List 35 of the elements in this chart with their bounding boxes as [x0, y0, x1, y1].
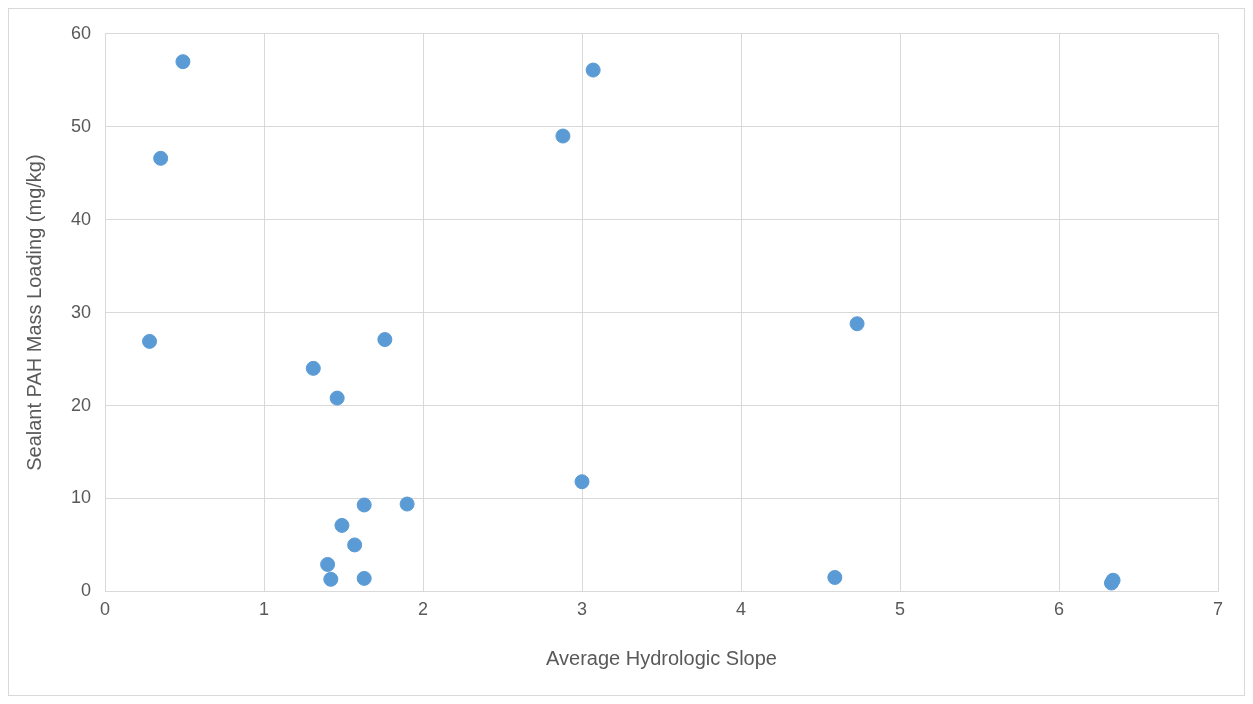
y-tick-label: 20 — [70, 394, 92, 415]
y-axis-title: Sealant PAH Mass Loading (mg/kg) — [22, 154, 45, 471]
point — [356, 497, 372, 513]
x-axis-title: Average Hydrologic Slope — [546, 646, 777, 669]
point — [377, 332, 393, 348]
x-tick-label: 2 — [418, 599, 429, 620]
point — [334, 517, 350, 533]
x-tick-label: 7 — [1212, 599, 1224, 620]
y-tick-label: 50 — [70, 115, 92, 136]
x-tick-label: 1 — [259, 599, 270, 620]
y-tick-label: 40 — [70, 208, 92, 229]
point — [585, 62, 601, 78]
point — [356, 570, 372, 586]
y-tick-label: 60 — [70, 22, 92, 43]
x-tick-label: 6 — [1054, 599, 1065, 620]
point — [827, 569, 843, 585]
point — [323, 571, 339, 587]
point — [142, 333, 158, 349]
point — [849, 316, 865, 332]
y-tick-label: 0 — [81, 580, 92, 601]
point — [329, 390, 345, 406]
y-tick-label: 30 — [70, 301, 92, 322]
x-tick-label: 0 — [100, 599, 111, 620]
point — [320, 556, 336, 572]
point — [399, 496, 415, 512]
point — [153, 150, 169, 166]
point — [574, 474, 590, 490]
x-tick-label: 4 — [736, 599, 747, 620]
point — [555, 128, 571, 144]
x-tick-label: 3 — [577, 599, 588, 620]
point — [175, 54, 191, 70]
point — [305, 360, 321, 376]
point — [347, 537, 363, 553]
y-tick-label: 10 — [70, 487, 92, 508]
x-tick-label: 5 — [895, 599, 906, 620]
